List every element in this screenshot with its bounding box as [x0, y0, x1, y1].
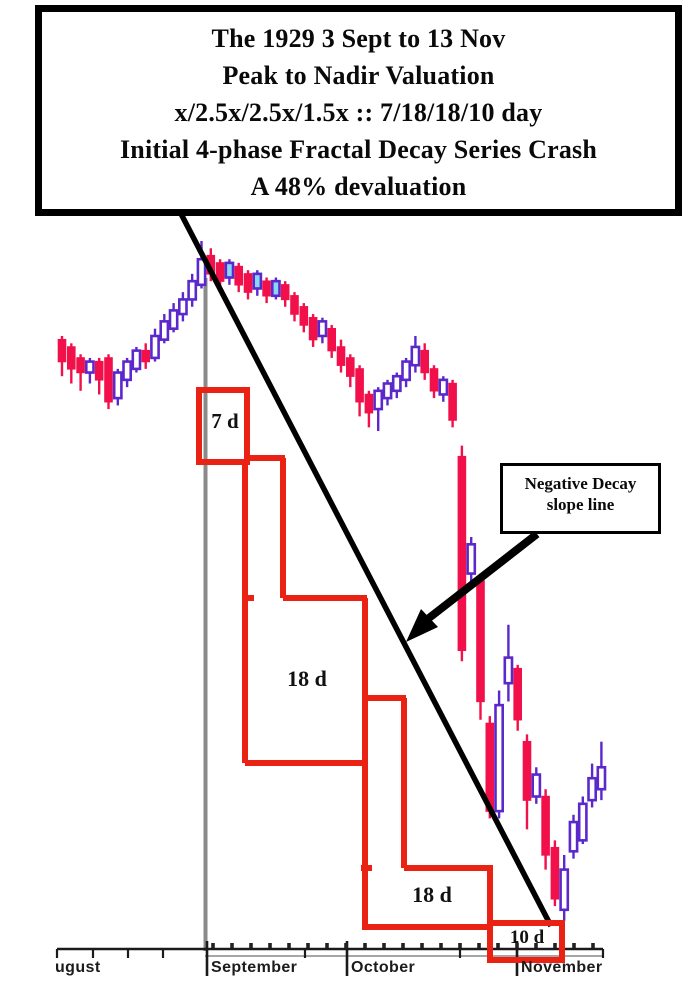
- callout-arrow: [406, 530, 540, 642]
- candle-body: [252, 272, 263, 290]
- candle-body: [94, 360, 104, 381]
- title-line-3: x/2.5x/2.5x/1.5x :: 7/18/18/10 day: [174, 98, 543, 127]
- candle-body: [438, 378, 449, 396]
- phase4-box: [487, 920, 565, 963]
- phase1-box: [196, 387, 250, 465]
- candle-body: [159, 320, 170, 341]
- negative-decay-slope-line: [175, 206, 554, 928]
- candle-body: [373, 389, 384, 411]
- candle-body: [196, 257, 207, 287]
- candle-body: [150, 334, 160, 360]
- candle-body: [243, 273, 253, 293]
- candle-body: [568, 820, 579, 853]
- candle-body: [308, 317, 318, 341]
- title-line-2: Peak to Nadir Valuation: [222, 61, 495, 90]
- candle-body: [104, 357, 113, 403]
- x-axis-label-september: September: [211, 959, 298, 976]
- candle-body: [215, 262, 225, 282]
- candle-body: [429, 368, 439, 392]
- candle-body: [336, 346, 346, 366]
- candle-body: [503, 656, 514, 685]
- phase4-duration-label: 10 d: [509, 927, 545, 948]
- candle-body: [141, 349, 151, 363]
- candle-body: [596, 765, 607, 791]
- candle-body: [448, 382, 457, 421]
- x-axis-label-november: November: [521, 959, 603, 976]
- candle-body: [168, 309, 179, 330]
- candle-body: [541, 795, 550, 856]
- x-axis-label-october: October: [351, 959, 416, 976]
- candle-body: [522, 740, 532, 801]
- candle-body: [587, 776, 597, 802]
- candle-body: [550, 846, 560, 900]
- candle-body: [577, 802, 588, 842]
- fractal-decay-step-overlay: [196, 387, 565, 963]
- candle-body: [476, 580, 485, 703]
- title-annotation-box: The 1929 3 Sept to 13 Nov Peak to Nadir …: [35, 5, 682, 216]
- candle-body: [112, 371, 123, 400]
- candle-body: [224, 261, 235, 279]
- slope-callout-line-2: slope line: [546, 495, 615, 514]
- candle-body: [494, 703, 504, 813]
- candle-body: [122, 360, 132, 382]
- slope-callout-box: Negative Decay slope line: [500, 463, 661, 534]
- phase3-duration-label: 18 d: [412, 882, 452, 907]
- callout-arrow-shaft: [426, 530, 540, 622]
- candle-body: [234, 265, 244, 286]
- candle-body: [391, 374, 402, 393]
- x-axis-label-august: ugust: [55, 959, 101, 976]
- candle-body: [280, 284, 290, 301]
- candle-body: [346, 357, 355, 377]
- candlestick-series: [57, 240, 607, 921]
- candle-body: [85, 360, 95, 374]
- slope-callout-line-1: Negative Decay: [524, 474, 637, 493]
- candle-body: [466, 543, 477, 575]
- candle-body: [327, 327, 337, 352]
- candle-body: [299, 306, 309, 326]
- candle-body: [317, 320, 328, 338]
- candle-body: [262, 280, 271, 297]
- candle-body: [290, 295, 299, 315]
- candle-body: [420, 349, 430, 374]
- candle-body: [66, 346, 76, 370]
- candle-body: [270, 279, 281, 298]
- candle-body: [513, 667, 522, 721]
- candle-body: [131, 349, 142, 371]
- title-line-4: Initial 4-phase Fractal Decay Series Cra…: [119, 135, 598, 164]
- candle-body: [457, 455, 467, 652]
- candle-body: [364, 393, 374, 414]
- title-line-1: The 1929 3 Sept to 13 Nov: [211, 24, 506, 53]
- candle-body: [355, 368, 364, 403]
- title-line-5: A 48% devaluation: [250, 172, 467, 201]
- phase2-duration-label: 18 d: [287, 666, 327, 691]
- phase1-duration-label: 7 d: [211, 409, 239, 433]
- candle-body: [178, 298, 188, 316]
- candle-body: [57, 338, 67, 363]
- candle-body: [187, 279, 198, 301]
- candle-body: [401, 360, 411, 382]
- candle-body: [531, 773, 542, 798]
- candle-body: [410, 345, 421, 367]
- candle-body: [76, 357, 85, 374]
- candle-body: [382, 382, 393, 400]
- candle-body: [559, 868, 570, 912]
- callout-arrowhead: [406, 609, 438, 642]
